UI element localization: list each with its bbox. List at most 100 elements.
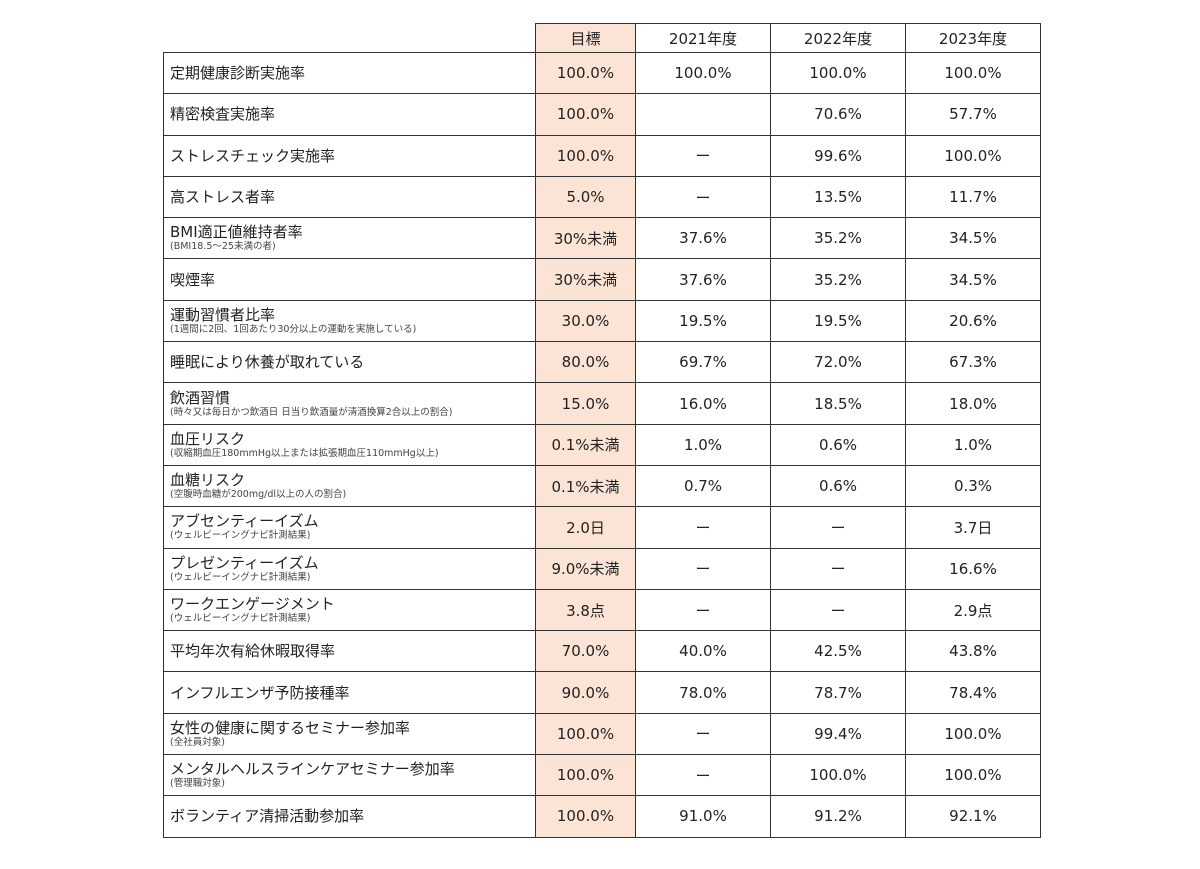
- value-cell: 72.0%: [770, 341, 906, 384]
- header-cell: 2021年度: [635, 23, 771, 53]
- label-cell: プレゼンティーイズム (ウェルビーイングナビ計測結果): [163, 547, 536, 590]
- row-note: (時々又は毎日かつ飲酒日 日当り飲酒量が清酒換算2合以上の割合): [170, 406, 453, 418]
- value-cell: 70.0%: [535, 630, 636, 673]
- row-label: 定期健康診断実施率: [170, 64, 306, 83]
- label-cell: 定期健康診断実施率: [163, 51, 536, 95]
- row-note: (ウェルビーイングナビ計測結果): [170, 571, 311, 583]
- value-cell: 16.0%: [635, 382, 771, 425]
- value-cell: 11.7%: [905, 175, 1041, 219]
- value-cell: 80.0%: [535, 341, 636, 384]
- row-label: メンタルヘルスラインケアセミナー参加率: [170, 760, 455, 779]
- value-cell: 34.5%: [905, 258, 1041, 301]
- label-cell: 血糖リスク (空腹時血糖が200mg/dl以上の人の割合): [163, 464, 536, 508]
- table-row: 定期健康診断実施率 100.0% 100.0% 100.0% 100.0%: [163, 51, 1041, 95]
- value-cell: 42.5%: [770, 630, 906, 673]
- value-cell: 92.1%: [905, 795, 1041, 838]
- header-cell: 2023年度: [905, 23, 1041, 53]
- row-label: ワークエンゲージメント: [170, 595, 335, 613]
- table-row: 飲酒習慣 (時々又は毎日かつ飲酒日 日当り飲酒量が清酒換算2合以上の割合) 15.0…: [163, 382, 1041, 425]
- row-label: 高ストレス者率: [170, 188, 276, 207]
- value-cell: 100.0%: [905, 51, 1041, 95]
- value-cell: 100.0%: [905, 754, 1041, 797]
- value-cell: ー: [635, 712, 771, 756]
- row-note: (収縮期血圧180mmHg以上または拡張期血圧110mmHg以上): [170, 447, 439, 459]
- label-cell: 女性の健康に関するセミナー参加率 (全社員対象): [163, 712, 536, 756]
- value-cell: 100.0%: [770, 51, 906, 95]
- row-note: (ウェルビーイングナビ計測結果): [170, 530, 311, 542]
- label-cell: ワークエンゲージメント (ウェルビーイングナビ計測結果): [163, 588, 536, 632]
- row-note: (空腹時血糖が200mg/dl以上の人の割合): [170, 489, 347, 501]
- value-cell: ー: [770, 506, 906, 549]
- value-cell: 2.9点: [905, 588, 1041, 632]
- value-cell: 1.0%: [635, 423, 771, 466]
- value-cell: 0.3%: [905, 464, 1041, 508]
- value-cell: ー: [635, 175, 771, 219]
- value-cell: 15.0%: [535, 382, 636, 425]
- value-cell: 35.2%: [770, 217, 906, 260]
- value-cell: 19.5%: [770, 299, 906, 343]
- row-label: 血糖リスク: [170, 471, 246, 490]
- value-cell: 100.0%: [535, 134, 636, 177]
- value-cell: 100.0%: [905, 712, 1041, 756]
- value-cell: ー: [635, 588, 771, 632]
- value-cell: 100.0%: [635, 51, 771, 95]
- table-row: 高ストレス者率 5.0% ー 13.5% 11.7%: [163, 175, 1041, 219]
- blank-cell: [163, 23, 536, 53]
- value-cell: 35.2%: [770, 258, 906, 301]
- value-cell: 100.0%: [535, 712, 636, 756]
- table-row: 血糖リスク (空腹時血糖が200mg/dl以上の人の割合) 0.1%未満 0.7% 0.…: [163, 464, 1041, 508]
- table-row: ワークエンゲージメント (ウェルビーイングナビ計測結果) 3.8点ーー 2.9点: [163, 588, 1041, 632]
- table-row: ボランティア清掃活動参加率 100.0% 91.0% 91.2% 92.1%: [163, 795, 1041, 838]
- table-row: 精密検査実施率 100.0% 70.6% 57.7%: [163, 93, 1041, 136]
- value-cell: ー: [770, 588, 906, 632]
- label-cell: メンタルヘルスラインケアセミナー参加率 (管理職対象): [163, 754, 536, 797]
- value-cell: 100.0%: [535, 51, 636, 95]
- row-note: (ウェルビーイングナビ計測結果): [170, 613, 311, 624]
- row-label: 血圧リスク: [170, 429, 246, 448]
- row-label: ストレスチェック実施率: [170, 146, 336, 165]
- empty-cell: [635, 93, 771, 136]
- value-cell: 0.1%未満: [535, 464, 636, 508]
- label-cell: インフルエンザ予防接種率: [163, 671, 536, 714]
- value-cell: 100.0%: [535, 754, 636, 797]
- label-cell: ボランティア清掃活動参加率: [163, 795, 536, 838]
- value-cell: 30%未満: [535, 258, 636, 301]
- row-note: (BMI18.5〜25未満の者): [170, 241, 276, 253]
- row-label: 喫煙率: [170, 270, 216, 289]
- table-row: 睡眠により休養が取れている 80.0% 69.7% 72.0% 67.3%: [163, 341, 1041, 384]
- value-cell: 19.5%: [635, 299, 771, 343]
- row-label: インフルエンザ予防接種率: [170, 683, 350, 702]
- value-cell: 34.5%: [905, 217, 1041, 260]
- row-label: ボランティア清掃活動参加率: [170, 807, 365, 826]
- value-cell: 16.6%: [905, 547, 1041, 590]
- label-cell: 精密検査実施率: [163, 93, 536, 136]
- value-cell: 0.6%: [770, 464, 906, 508]
- value-cell: 90.0%: [535, 671, 636, 714]
- label-cell: 運動習慣者比率 (1週間に2回、1回あたり30分以上の運動を実施している): [163, 299, 536, 343]
- value-cell: 13.5%: [770, 175, 906, 219]
- value-cell: 67.3%: [905, 341, 1041, 384]
- table-row: 喫煙率 30%未満 37.6% 35.2% 34.5%: [163, 258, 1041, 301]
- value-cell: 99.4%: [770, 712, 906, 756]
- row-label: 精密検査実施率: [170, 105, 276, 124]
- value-cell: 40.0%: [635, 630, 771, 673]
- table-row: プレゼンティーイズム (ウェルビーイングナビ計測結果) 9.0%未満ーー 16.6%: [163, 547, 1041, 590]
- value-cell: 5.0%: [535, 175, 636, 219]
- value-cell: 37.6%: [635, 217, 771, 260]
- value-cell: ー: [635, 547, 771, 590]
- row-label: BMI適正値維持者率: [170, 223, 303, 242]
- value-cell: 100.0%: [535, 795, 636, 838]
- value-cell: 78.4%: [905, 671, 1041, 714]
- value-cell: 3.8点: [535, 588, 636, 632]
- value-cell: 43.8%: [905, 630, 1041, 673]
- value-cell: 70.6%: [770, 93, 906, 136]
- label-cell: 高ストレス者率: [163, 175, 536, 219]
- value-cell: 78.0%: [635, 671, 771, 714]
- value-cell: 18.5%: [770, 382, 906, 425]
- label-cell: 血圧リスク (収縮期血圧180mmHg以上または拡張期血圧110mmHg以上): [163, 423, 536, 466]
- row-label: 飲酒習慣: [170, 388, 231, 407]
- value-cell: 100.0%: [770, 754, 906, 797]
- value-cell: 91.2%: [770, 795, 906, 838]
- row-label: 睡眠により休養が取れている: [170, 353, 365, 372]
- value-cell: 20.6%: [905, 299, 1041, 343]
